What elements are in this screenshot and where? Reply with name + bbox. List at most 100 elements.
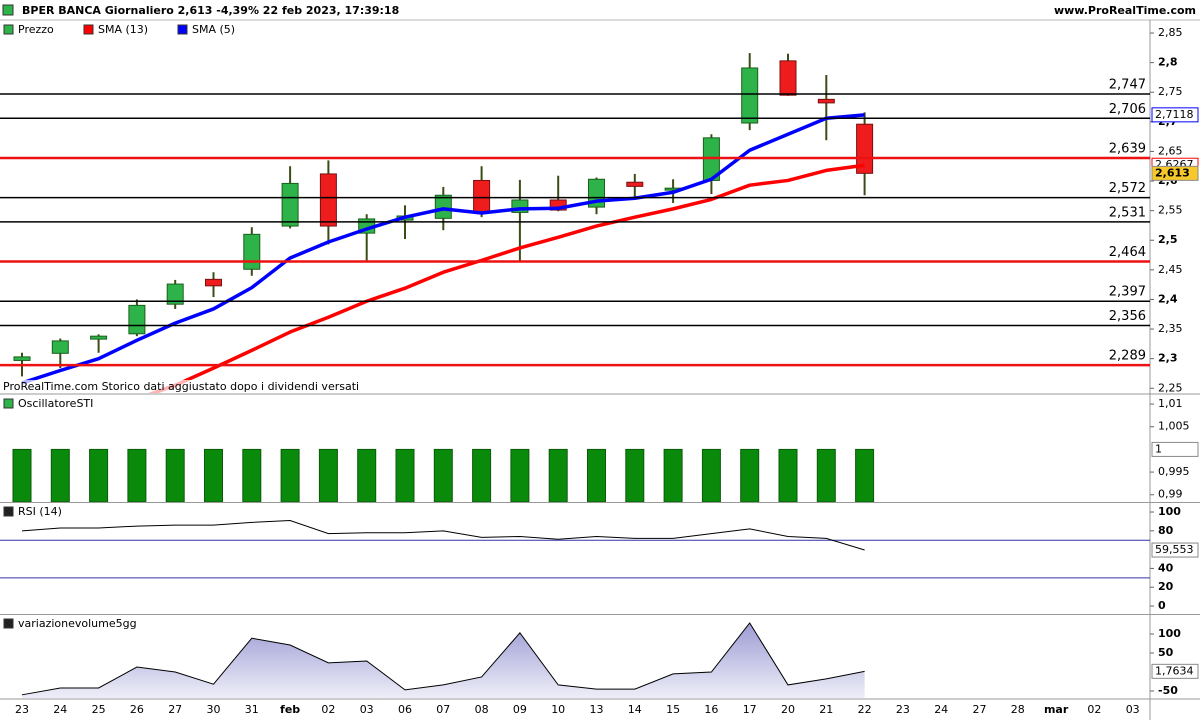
- legend-icon: [3, 506, 14, 517]
- x-tick-label: 23: [15, 703, 29, 716]
- candle-body: [90, 335, 108, 340]
- value-badge: [1151, 107, 1199, 123]
- x-tick-label: 07: [436, 703, 450, 716]
- header-site: www.ProRealTime.com: [1054, 4, 1196, 17]
- y-tick-label: 2,45: [1158, 263, 1183, 276]
- legend-label: SMA (13): [98, 23, 148, 36]
- panel-title: variazionevolume5gg: [18, 617, 137, 630]
- candle-body: [51, 340, 69, 354]
- sma-line: [21, 113, 865, 385]
- y-tick-label: 100: [1158, 627, 1181, 640]
- bar: [357, 448, 377, 502]
- annotation: ProRealTime.com Storico dati aggiustato …: [3, 380, 359, 393]
- x-tick-label: mar: [1044, 703, 1069, 716]
- level-label: 2,531: [1109, 205, 1146, 220]
- panel: [0, 519, 1150, 579]
- y-tick-label: 2,85: [1158, 26, 1183, 39]
- header-icon: [2, 4, 14, 16]
- x-tick-label: 16: [704, 703, 718, 716]
- value-badge: [1151, 542, 1199, 558]
- x-tick-label: 13: [590, 703, 604, 716]
- bar: [318, 448, 338, 502]
- level-label: 2,289: [1109, 349, 1146, 364]
- y-tick-label: 2,3: [1158, 352, 1178, 365]
- legend-label: Prezzo: [18, 23, 54, 36]
- x-tick-label: 08: [475, 703, 489, 716]
- y-tick-label: 2,25: [1158, 381, 1183, 394]
- bar: [280, 448, 300, 502]
- x-tick-label: 24: [934, 703, 948, 716]
- x-tick-label: 26: [130, 703, 144, 716]
- candle-body: [434, 194, 452, 219]
- area-fill: [22, 622, 865, 698]
- bar: [204, 448, 223, 502]
- bar: [855, 448, 875, 502]
- value-badge-label: 2,7118: [1155, 108, 1194, 121]
- x-tick-label: 02: [1087, 703, 1101, 716]
- candle-body: [779, 60, 797, 96]
- panel: [13, 53, 874, 393]
- x-tick-label: 20: [781, 703, 795, 716]
- bar: [50, 448, 70, 502]
- sma-line: [148, 163, 865, 393]
- y-tick-label: 2,75: [1158, 85, 1183, 98]
- x-tick-label: 27: [168, 703, 182, 716]
- level-label: 2,356: [1109, 309, 1146, 324]
- value-badge-label: 1: [1155, 442, 1162, 455]
- candle-body: [13, 356, 31, 361]
- value-badge-label: 2,613: [1155, 166, 1190, 179]
- annotation-bg: [0, 380, 355, 393]
- x-tick-label: 02: [321, 703, 335, 716]
- bar: [165, 448, 185, 502]
- y-tick-label: 2,55: [1158, 204, 1183, 217]
- level-label: 2,397: [1109, 285, 1146, 300]
- bar: [242, 448, 262, 502]
- legend-icon: [3, 398, 14, 409]
- x-tick-label: 28: [1011, 703, 1025, 716]
- bar: [395, 448, 415, 502]
- value-badge-label: 1,7634: [1155, 664, 1194, 677]
- x-tick-label: 17: [743, 703, 757, 716]
- panel: [21, 622, 865, 698]
- x-tick-label: 03: [360, 703, 374, 716]
- bar: [816, 448, 836, 502]
- bar: [587, 448, 606, 502]
- legend-swatch: [3, 24, 14, 35]
- y-tick-label: 2,65: [1158, 144, 1183, 157]
- y-tick-label: 1,005: [1158, 420, 1190, 433]
- candle-body: [741, 67, 759, 124]
- level-label: 2,464: [1109, 245, 1146, 260]
- x-tick-label: 14: [628, 703, 642, 716]
- header-title: BPER BANCA Giornaliero 2,613 -4,39% 22 f…: [22, 4, 399, 17]
- x-tick-label: 25: [92, 703, 106, 716]
- value-badge: [1151, 441, 1199, 457]
- value-badge: [1151, 663, 1199, 679]
- value-badge: [1151, 165, 1199, 181]
- x-tick-label: 24: [53, 703, 67, 716]
- x-tick-label: 23: [896, 703, 910, 716]
- level-label: 2,747: [1109, 78, 1146, 93]
- x-tick-label: 06: [398, 703, 412, 716]
- y-tick-label: 20: [1158, 580, 1174, 593]
- bar: [127, 448, 147, 502]
- bar: [663, 448, 683, 502]
- legend-swatch: [177, 24, 188, 35]
- y-tick-label: 100: [1158, 505, 1181, 518]
- panel-title: RSI (14): [18, 505, 62, 518]
- candle-body: [128, 304, 146, 335]
- x-tick-label: 31: [245, 703, 259, 716]
- candle-body: [319, 173, 337, 227]
- x-tick-label: 27: [973, 703, 987, 716]
- level-label: 2,706: [1109, 102, 1146, 117]
- y-tick-label: 40: [1158, 561, 1174, 574]
- bar: [12, 448, 32, 502]
- y-tick-label: 0,995: [1158, 465, 1190, 478]
- bar: [778, 448, 798, 502]
- candle-body: [166, 283, 184, 305]
- legend-label: SMA (5): [192, 23, 235, 36]
- candle-body: [856, 123, 874, 174]
- x-tick-label: 03: [1126, 703, 1140, 716]
- candle-body: [281, 182, 299, 227]
- x-tick-label: 30: [207, 703, 221, 716]
